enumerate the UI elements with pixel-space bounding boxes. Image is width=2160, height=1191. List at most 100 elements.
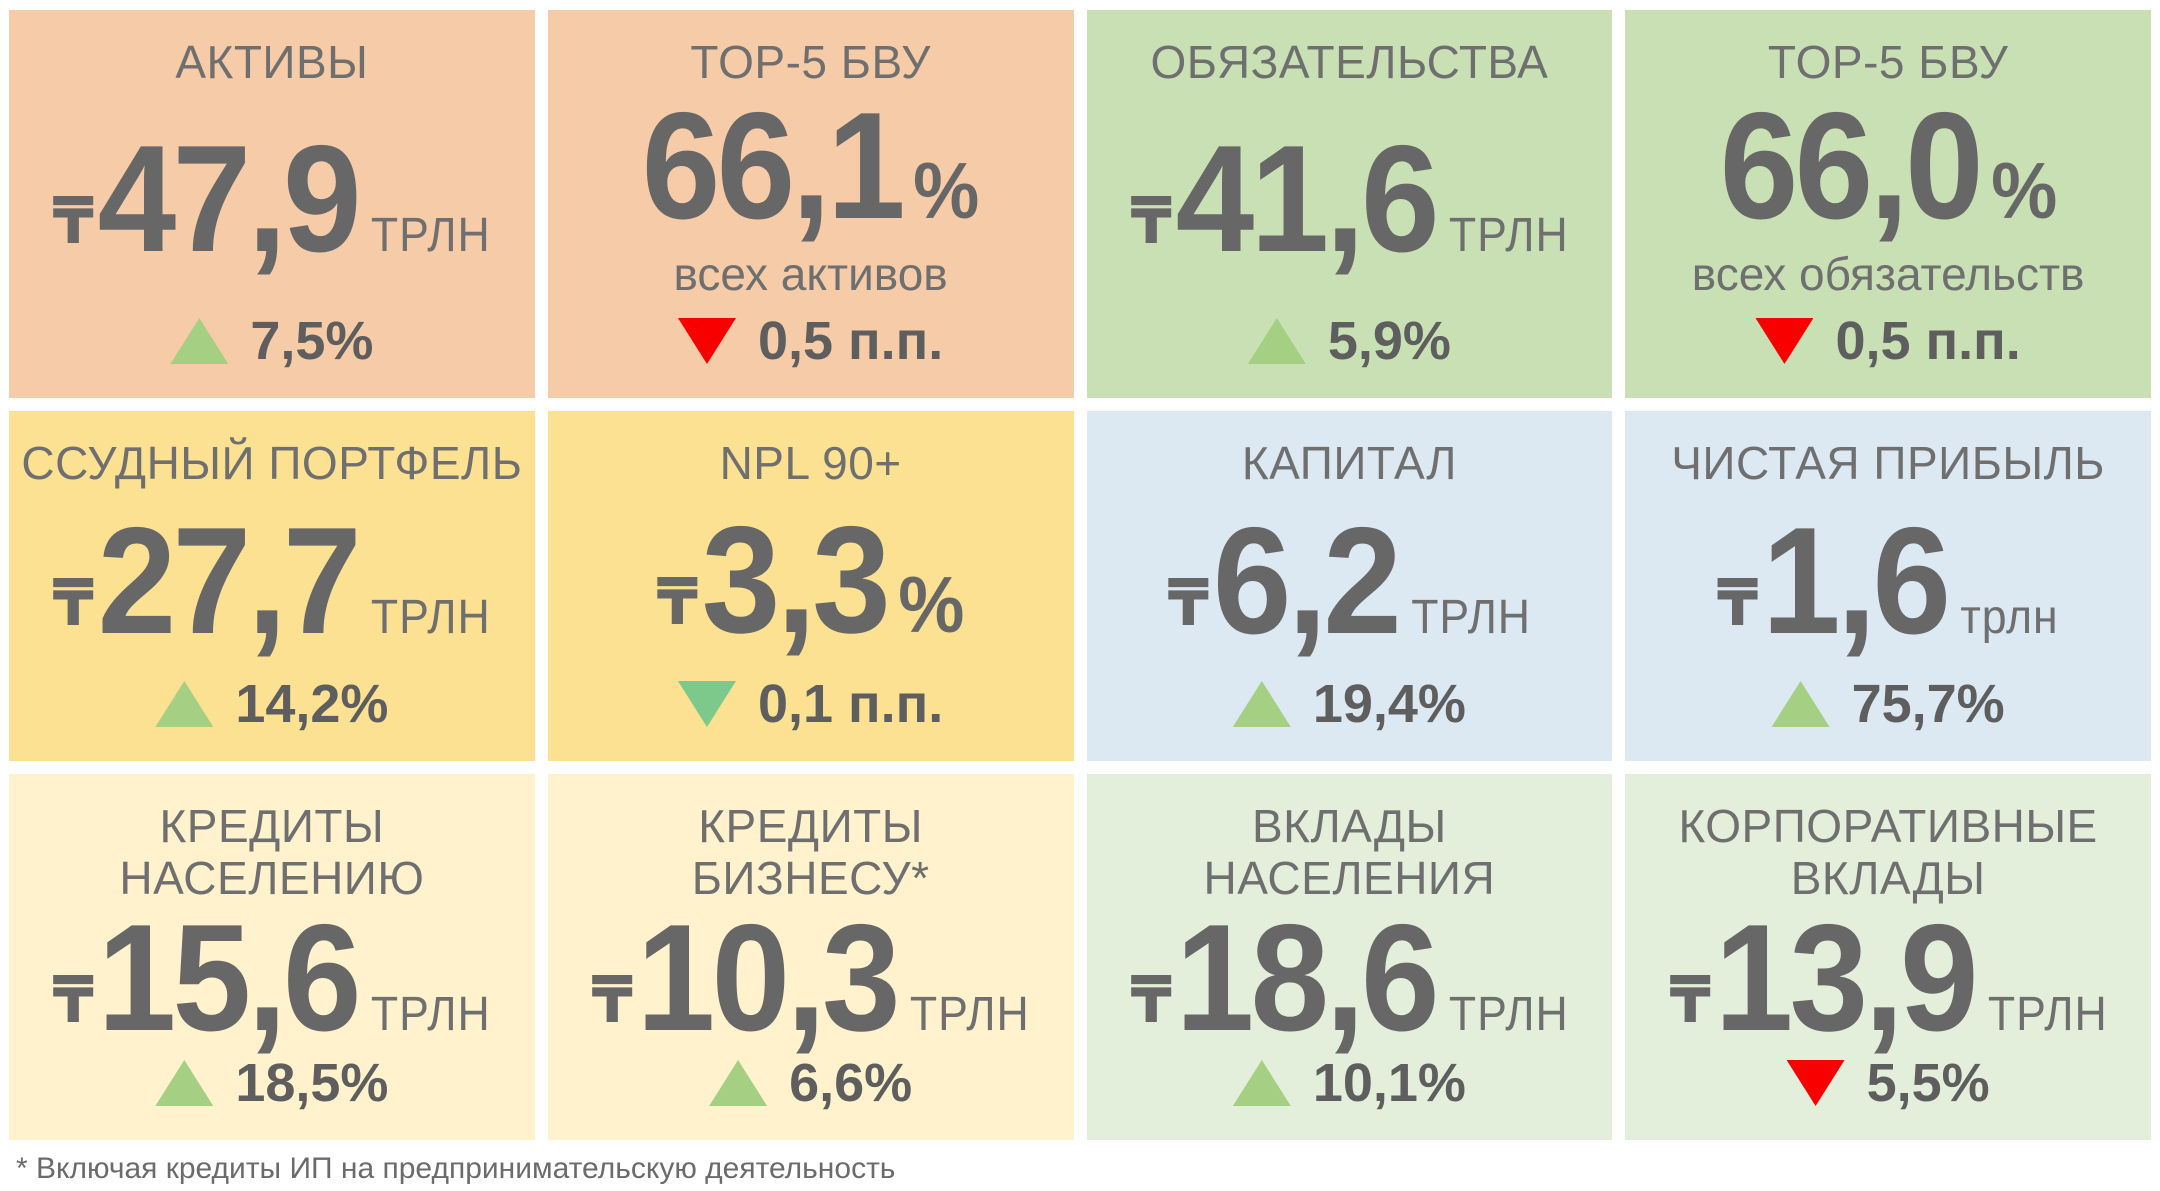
kpi-value: 66,1% — [641, 80, 980, 251]
change-value: 10,1% — [1312, 1053, 1466, 1113]
kpi-unit: трлн — [1960, 590, 2059, 644]
tile-value-area: ₸ 15,6 ТРЛН — [21, 893, 523, 1064]
kpi-unit: ТРЛН — [1411, 590, 1532, 644]
triangle-up-icon — [709, 1060, 768, 1106]
tile-title: КРЕДИТЫ НАСЕЛЕНИЮ — [119, 800, 425, 905]
change-row: 7,5% — [170, 310, 373, 372]
tenge-icon: ₸ — [1717, 566, 1759, 639]
tile-value-area: ₸ 41,6 ТРЛН — [1099, 88, 1601, 310]
change-value: 75,7% — [1851, 674, 2005, 734]
kpi-number: 10,3 — [636, 893, 901, 1064]
kpi-value: ₸ 13,9 ТРЛН — [1669, 893, 2108, 1064]
change-row: 14,2% — [155, 673, 388, 735]
kpi-value: ₸ 27,7 ТРЛН — [53, 495, 491, 666]
kpi-caption: всех обязательств — [1691, 247, 2085, 300]
triangle-down-icon — [677, 681, 736, 727]
kpi-unit: ТРЛН — [909, 988, 1030, 1042]
tile-title: АКТИВЫ — [175, 36, 369, 88]
tenge-icon: ₸ — [1130, 964, 1172, 1037]
change-row: 0,5 п.п. — [1755, 310, 2021, 372]
kpi-caption: всех активов — [673, 247, 948, 300]
triangle-up-icon — [1232, 1060, 1291, 1106]
tile-value-area: ₸ 6,2 ТРЛН — [1099, 489, 1601, 673]
triangle-down-icon — [1786, 1060, 1845, 1106]
tile-capital: КАПИТАЛ ₸ 6,2 ТРЛН 19,4% — [1086, 411, 1613, 761]
triangle-up-icon — [155, 1060, 214, 1106]
change-value: 18,5% — [235, 1053, 389, 1113]
kpi-unit: ТРЛН — [371, 208, 491, 262]
tile-loan-portfolio: ССУДНЫЙ ПОРТФЕЛЬ ₸ 27,7 ТРЛН 14,2% — [9, 411, 535, 761]
tile-title: КОРПОРАТИВНЫЕ ВКЛАДЫ — [1678, 800, 2098, 905]
kpi-number: 27,7 — [97, 495, 362, 666]
kpi-value: ₸ 3,3% — [657, 494, 965, 665]
triangle-up-icon — [1771, 681, 1830, 727]
tile-value-area: ₸ 18,6 ТРЛН — [1099, 893, 1601, 1064]
tile-title: ССУДНЫЙ ПОРТФЕЛЬ — [21, 437, 523, 489]
tile-corporate-deposits: КОРПОРАТИВНЫЕ ВКЛАДЫ ₸ 13,9 ТРЛН 5,5% — [1625, 774, 2151, 1140]
kpi-grid: АКТИВЫ ₸ 47,9 ТРЛН 7,5% TOP-5 БВУ 66,1% вс… — [9, 10, 2151, 1140]
kpi-number: 3,3 — [701, 494, 891, 665]
change-row: 0,5 п.п. — [677, 310, 944, 372]
tile-title: КАПИТАЛ — [1241, 437, 1457, 489]
tenge-icon: ₸ — [591, 964, 633, 1037]
tile-value-area: ₸ 10,3 ТРЛН — [560, 893, 1062, 1064]
kpi-unit: % — [1990, 145, 2057, 235]
kpi-unit: ТРЛН — [1987, 988, 2108, 1042]
tile-top5-liabilities: TOP-5 БВУ 66,0% всех обязательств 0,5 п.… — [1625, 10, 2151, 398]
tile-value-area: 66,1% всех активов — [560, 88, 1062, 310]
kpi-unit: ТРЛН — [1448, 988, 1569, 1042]
triangle-down-icon — [1755, 318, 1814, 364]
change-row: 19,4% — [1232, 673, 1466, 735]
kpi-unit: ТРЛН — [371, 590, 491, 644]
kpi-value: ₸ 15,6 ТРЛН — [53, 893, 491, 1064]
change-value: 0,5 п.п. — [1835, 311, 2021, 371]
change-value: 7,5% — [250, 311, 374, 371]
tenge-icon: ₸ — [1167, 566, 1210, 639]
kpi-value: ₸ 6,2 ТРЛН — [1167, 495, 1532, 666]
kpi-value: ₸ 1,6 трлн — [1717, 495, 2059, 666]
tile-value-area: ₸ 1,6 трлн — [1637, 489, 2139, 673]
kpi-value: ₸ 10,3 ТРЛН — [591, 893, 1030, 1064]
tile-title: КРЕДИТЫ БИЗНЕСУ* — [691, 800, 930, 905]
change-value: 19,4% — [1312, 674, 1466, 734]
tile-title: ЧИСТАЯ ПРИБЫЛЬ — [1671, 437, 2105, 489]
tile-title: ВКЛАДЫ НАСЕЛЕНИЯ — [1203, 800, 1496, 905]
kpi-unit: % — [913, 145, 980, 235]
kpi-value: ₸ 41,6 ТРЛН — [1130, 123, 1568, 275]
kpi-number: 18,6 — [1175, 893, 1439, 1064]
tile-net-profit: ЧИСТАЯ ПРИБЫЛЬ ₸ 1,6 трлн 75,7% — [1625, 411, 2151, 761]
kpi-number: 1,6 — [1762, 495, 1951, 666]
change-row: 5,9% — [1247, 310, 1451, 372]
tile-value-area: 66,0% всех обязательств — [1637, 88, 2139, 310]
change-row: 0,1 п.п. — [677, 673, 944, 735]
tile-liabilities: ОБЯЗАТЕЛЬСТВА ₸ 41,6 ТРЛН 5,9% — [1086, 10, 1613, 398]
change-value: 0,1 п.п. — [757, 674, 944, 734]
kpi-value: ₸ 18,6 ТРЛН — [1130, 893, 1569, 1064]
kpi-number: 47,9 — [97, 113, 362, 284]
kpi-number: 6,2 — [1212, 495, 1402, 666]
tile-value-area: ₸ 27,7 ТРЛН — [21, 489, 523, 673]
tenge-icon: ₸ — [1669, 964, 1711, 1037]
tenge-icon: ₸ — [52, 184, 95, 257]
footnote: * Включая кредиты ИП на предпринимательс… — [16, 1152, 896, 1185]
kpi-number: 66,1 — [641, 80, 906, 251]
kpi-number: 13,9 — [1714, 893, 1978, 1064]
change-row: 6,6% — [709, 1052, 912, 1114]
kpi-unit: ТРЛН — [371, 988, 491, 1042]
triangle-up-icon — [1247, 318, 1306, 364]
triangle-up-icon — [1232, 681, 1291, 727]
tile-business-loans: КРЕДИТЫ БИЗНЕСУ* ₸ 10,3 ТРЛН 6,6% — [547, 774, 1074, 1140]
tile-title: ОБЯЗАТЕЛЬСТВА — [1150, 36, 1549, 88]
kpi-unit: % — [898, 559, 965, 649]
kpi-number: 66,0 — [1719, 80, 1983, 251]
tile-top5-assets: TOP-5 БВУ 66,1% всех активов 0,5 п.п. — [547, 10, 1074, 398]
change-value: 0,5 п.п. — [757, 311, 944, 371]
change-row: 75,7% — [1771, 673, 2005, 735]
change-value: 5,5% — [1866, 1053, 1990, 1113]
kpi-number: 15,6 — [97, 893, 362, 1064]
tile-value-area: ₸ 13,9 ТРЛН — [1637, 893, 2139, 1064]
change-value: 14,2% — [235, 674, 389, 734]
tenge-icon: ₸ — [1130, 184, 1172, 257]
change-row: 5,5% — [1786, 1052, 1990, 1114]
change-value: 6,6% — [789, 1053, 913, 1113]
